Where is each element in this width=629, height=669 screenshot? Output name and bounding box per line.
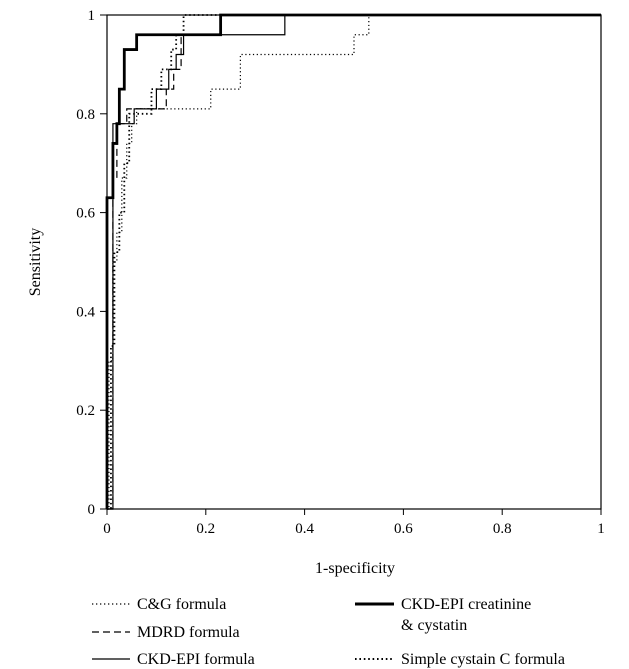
series-line-c-g-formula [107, 14, 601, 510]
y-tick-label: 0.4 [76, 304, 95, 320]
plot-area [105, 13, 601, 510]
y-tick-label: 0 [88, 502, 96, 518]
legend-label-ckd-epi: CKD-EPI formula [137, 651, 255, 668]
x-tick-label: 0.4 [295, 521, 314, 537]
legend-label-cg: C&G formula [137, 596, 226, 613]
x-tick-label: 0.8 [493, 521, 512, 537]
legend-item-ckd-epi-cc: CKD-EPI creatinine & cystatin [355, 596, 531, 634]
legend-label-ckd-epi-cc-line2: & cystatin [401, 617, 467, 634]
x-tick-label: 0.2 [196, 521, 215, 537]
axes: 0 0.2 0.4 0.6 0.8 1 0 0.2 0.4 0.6 0.8 1 [76, 8, 605, 537]
y-tick-label: 1 [88, 8, 96, 24]
y-tick-label: 0.8 [76, 107, 95, 123]
legend-item-ckd-epi: CKD-EPI formula [92, 651, 255, 668]
series-line-ckd-epi-creatinine-cystatin [105, 13, 601, 509]
legend: C&G formula MDRD formula CKD-EPI formula… [92, 596, 565, 668]
plot-frame [106, 14, 602, 510]
series-line-simple-cystain-c-formula [107, 14, 601, 510]
x-tick-label: 0 [103, 521, 111, 537]
legend-item-simple-cystain: Simple cystain C formula [355, 651, 565, 668]
y-axis-label: Sensitivity [27, 228, 44, 296]
legend-item-mdrd: MDRD formula [92, 624, 240, 641]
legend-label-simple-cystain: Simple cystain C formula [401, 651, 565, 668]
y-tick-label: 0.6 [76, 206, 95, 222]
x-tick-label: 1 [597, 521, 605, 537]
series-line-ckd-epi-formula [107, 14, 601, 510]
legend-item-cg: C&G formula [92, 596, 226, 613]
legend-label-ckd-epi-cc-line1: CKD-EPI creatinine [401, 596, 531, 613]
x-tick-label: 0.6 [394, 521, 413, 537]
series-line-mdrd-formula [107, 14, 601, 510]
legend-label-mdrd: MDRD formula [137, 624, 240, 641]
y-tick-label: 0.2 [76, 403, 95, 419]
x-axis-label: 1-specificity [315, 560, 395, 577]
